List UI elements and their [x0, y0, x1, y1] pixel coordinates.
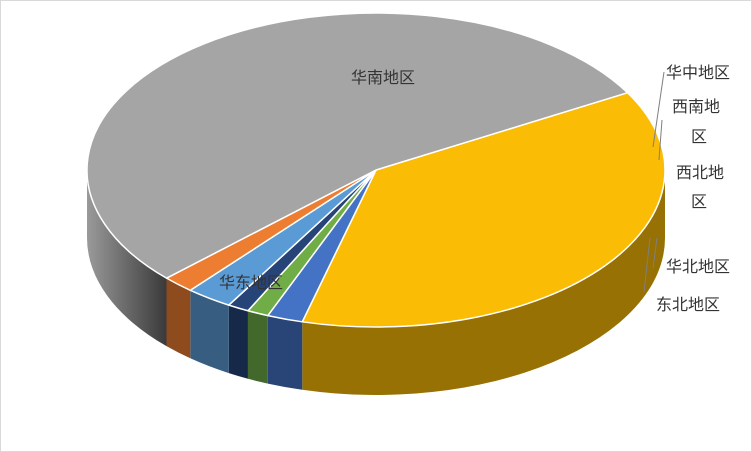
- slice-label-0: 华南地区: [351, 68, 415, 87]
- leader-line-4: [652, 237, 658, 269]
- pie-side-2: [247, 310, 268, 384]
- pie-side-0: [302, 170, 665, 395]
- pie-side-6: [87, 170, 167, 347]
- leader-line-2: [658, 119, 663, 161]
- slice-label-4: 华北地区: [666, 257, 730, 276]
- pie-slice-6: [86, 12, 629, 279]
- pie-side-1: [267, 315, 303, 390]
- pie-slice-0: [301, 91, 666, 328]
- slice-label-1: 华中地区: [666, 63, 730, 82]
- slice-label-2: 西南地区: [672, 97, 720, 146]
- slice-label-5: 东北地区: [656, 295, 720, 314]
- pie-side-3: [228, 305, 248, 379]
- leader-line-5: [643, 237, 651, 293]
- pie-side-4: [190, 290, 229, 374]
- pie-side-5: [166, 278, 191, 359]
- slice-label-3: 西北地区: [676, 163, 724, 211]
- leader-line-1: [652, 71, 665, 148]
- slice-label-6: 华东地区: [219, 273, 283, 292]
